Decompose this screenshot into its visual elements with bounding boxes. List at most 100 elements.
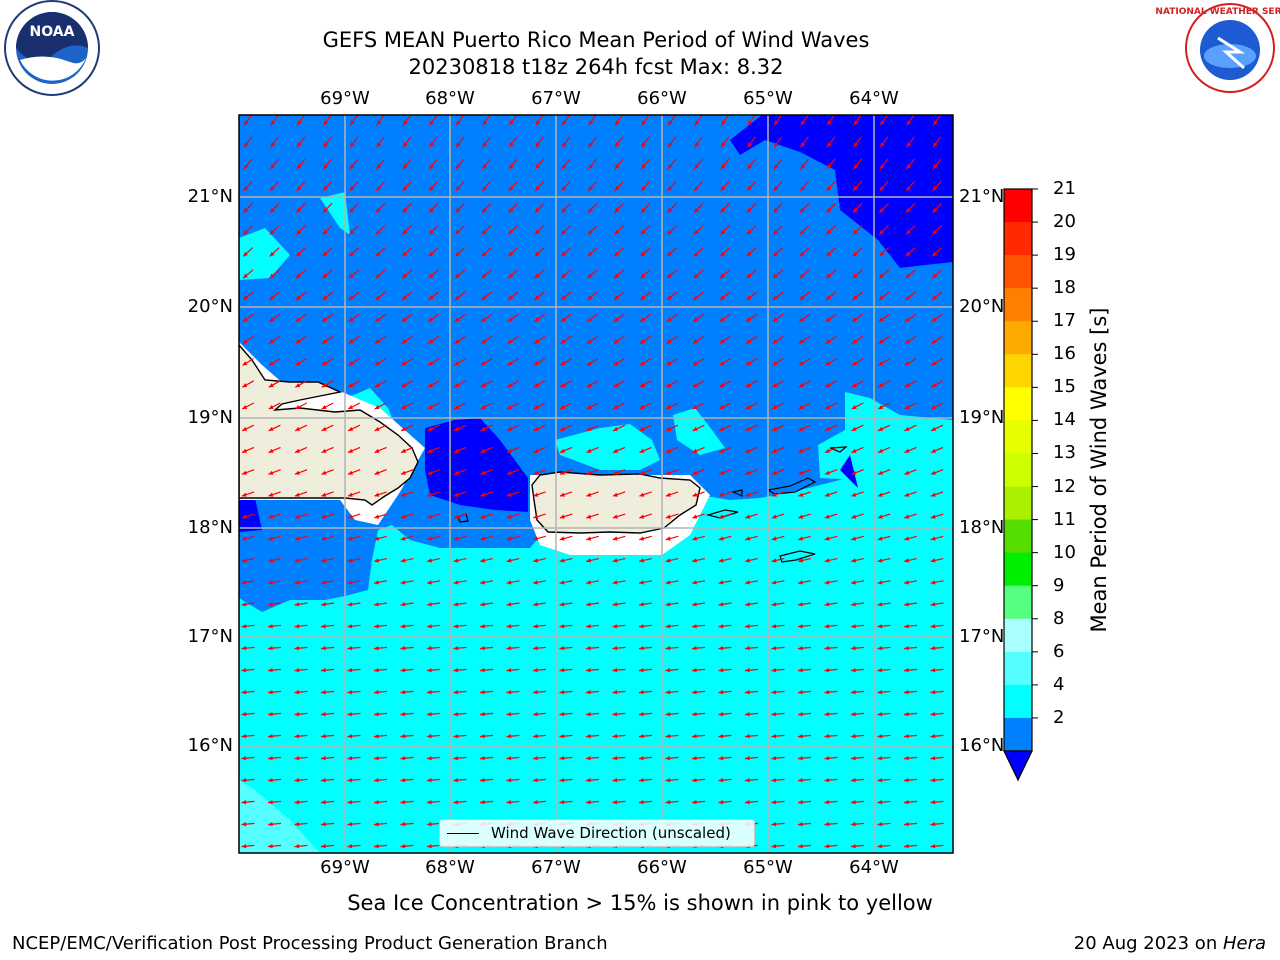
wave-direction-arrow <box>612 535 626 541</box>
wave-direction-arrow <box>771 624 785 629</box>
wave-direction-arrow <box>533 424 546 432</box>
wave-direction-arrow <box>746 291 757 301</box>
wave-direction-arrow <box>241 778 255 783</box>
wave-direction-arrow <box>267 646 282 651</box>
wave-direction-arrow <box>745 446 758 454</box>
wave-direction-arrow <box>797 624 812 629</box>
wave-direction-arrow <box>824 535 838 541</box>
wave-direction-arrow <box>559 734 573 739</box>
wave-direction-arrow <box>453 734 467 739</box>
lon-label-bottom: 69°W <box>320 857 370 878</box>
wave-direction-arrow <box>640 247 651 257</box>
wave-direction-arrow <box>242 225 254 235</box>
wave-direction-arrow <box>852 202 863 214</box>
wave-direction-arrow <box>691 734 706 739</box>
wave-direction-arrow <box>773 202 783 214</box>
wave-direction-arrow <box>320 756 335 761</box>
wave-direction-arrow <box>904 380 917 388</box>
wave-direction-arrow <box>746 180 757 192</box>
wave-direction-arrow <box>401 247 413 257</box>
wave-direction-arrow <box>746 247 757 257</box>
lat-label-left: 20°N <box>187 296 233 317</box>
wave-direction-arrow <box>347 402 361 410</box>
wave-direction-arrow <box>534 247 545 257</box>
wave-direction-arrow <box>400 513 414 519</box>
wave-direction-arrow <box>745 402 758 410</box>
wave-direction-arrow <box>666 358 678 366</box>
footer-date: 20 Aug 2023 on Hera <box>1074 933 1266 954</box>
wave-direction-arrow <box>851 402 864 410</box>
wave-direction-arrow <box>454 380 466 388</box>
wave-direction-arrow <box>375 291 386 301</box>
wave-direction-arrow <box>639 446 652 454</box>
wave-direction-arrow <box>638 712 653 717</box>
wave-direction-arrow <box>427 602 440 607</box>
wave-direction-arrow <box>454 247 466 257</box>
wave-direction-arrow <box>269 225 280 235</box>
wave-direction-arrow <box>295 247 307 257</box>
wave-direction-arrow <box>427 469 440 475</box>
wave-direction-arrow <box>718 668 732 673</box>
wave-direction-arrow <box>903 822 918 827</box>
wave-direction-arrow <box>851 313 864 323</box>
wave-direction-arrow <box>718 469 732 475</box>
wave-direction-arrow <box>426 822 441 827</box>
wave-direction-arrow <box>744 580 759 585</box>
colorbar-tick-label: 11 <box>1053 508 1076 530</box>
wave-direction-arrow <box>559 778 573 783</box>
wave-direction-arrow <box>665 668 679 673</box>
wave-direction-arrow <box>374 535 387 541</box>
wave-direction-arrow <box>772 358 784 366</box>
wave-direction-arrow <box>771 822 785 827</box>
wave-direction-arrow <box>746 158 757 170</box>
colorbar-segment <box>1004 618 1032 653</box>
wave-direction-arrow <box>720 136 730 148</box>
wave-direction-arrow <box>241 800 255 805</box>
wave-direction-arrow <box>771 756 785 761</box>
wave-direction-arrow <box>797 668 812 673</box>
wave-direction-arrow <box>241 402 255 410</box>
colorbar-segment <box>1004 453 1032 488</box>
wave-direction-arrow <box>614 158 624 170</box>
wave-direction-arrow <box>294 491 308 497</box>
wave-direction-arrow <box>824 624 838 629</box>
wave-direction-arrow <box>825 269 837 279</box>
colorbar-tick-label: 16 <box>1053 343 1076 365</box>
wave-direction-arrow <box>426 756 441 761</box>
wave-direction-arrow <box>401 269 413 279</box>
wave-direction-arrow <box>268 380 281 388</box>
wave-direction-arrow <box>294 734 308 739</box>
wave-direction-arrow <box>453 778 467 783</box>
wave-direction-arrow <box>692 335 705 345</box>
wave-direction-arrow <box>587 225 598 235</box>
wave-direction-arrow <box>826 202 836 214</box>
noaa-logo-text: NOAA <box>30 24 75 40</box>
wave-direction-arrow <box>771 580 785 585</box>
wave-direction-arrow <box>508 202 518 214</box>
wave-direction-arrow <box>348 269 360 279</box>
wave-direction-arrow <box>693 158 704 170</box>
wave-direction-arrow <box>691 778 706 783</box>
wave-direction-arrow <box>771 446 785 454</box>
wave-direction-arrow <box>533 313 546 323</box>
wave-direction-arrow <box>825 335 837 345</box>
wave-direction-arrow <box>267 734 282 739</box>
wave-direction-arrow <box>347 734 361 739</box>
wave-direction-arrow <box>559 756 573 761</box>
wave-direction-arrow <box>641 136 650 148</box>
wave-direction-arrow <box>930 778 944 783</box>
wave-direction-arrow <box>691 624 706 629</box>
wave-direction-arrow <box>665 712 679 717</box>
wave-direction-arrow <box>771 646 785 651</box>
wave-direction-arrow <box>692 535 705 541</box>
wave-direction-arrow <box>692 558 705 563</box>
wave-direction-arrow <box>347 580 361 585</box>
colorbar-segment <box>1004 651 1032 686</box>
wave-direction-arrow <box>771 558 785 563</box>
wave-direction-arrow <box>824 800 838 805</box>
wave-direction-arrow <box>243 202 253 214</box>
wave-direction-arrow <box>347 690 361 695</box>
wave-direction-arrow <box>824 402 838 410</box>
wave-direction-arrow <box>559 602 573 607</box>
wave-direction-arrow <box>241 646 255 651</box>
